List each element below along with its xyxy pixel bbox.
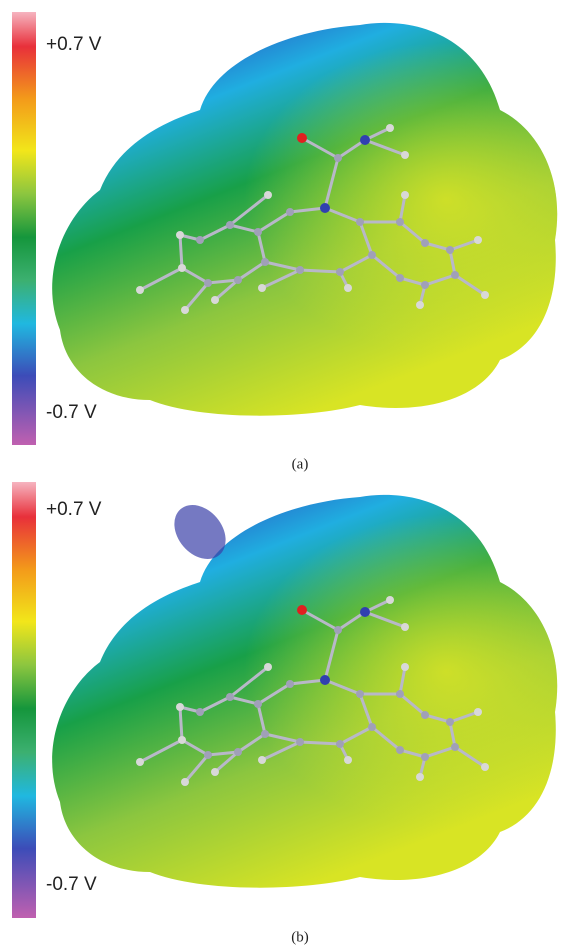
color-scale bbox=[12, 12, 36, 445]
panel-a: +0.7 V -0.7 V (a) bbox=[12, 12, 557, 472]
potential-surface-overlay bbox=[52, 23, 557, 416]
figure: +0.7 V -0.7 V (a) +0.7 V -0.7 V (b) bbox=[0, 0, 568, 949]
potential-surface-overlay bbox=[52, 495, 557, 888]
color-scale bbox=[12, 482, 36, 918]
scale-max-label: +0.7 V bbox=[46, 499, 102, 520]
scale-min-label: -0.7 V bbox=[46, 874, 97, 895]
panel-b: +0.7 V -0.7 V (b) bbox=[12, 482, 557, 945]
scale-min-label: -0.7 V bbox=[46, 402, 97, 423]
scale-max-label: +0.7 V bbox=[46, 34, 102, 55]
panel-caption: (b) bbox=[291, 929, 309, 945]
panel-caption: (a) bbox=[292, 456, 309, 472]
